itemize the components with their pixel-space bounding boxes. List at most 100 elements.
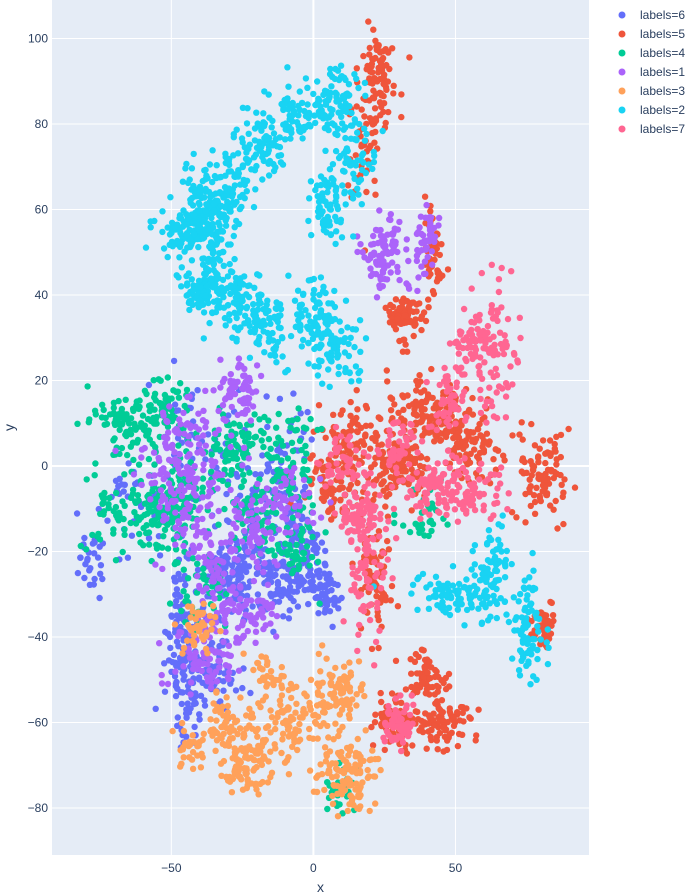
data-point <box>254 660 262 667</box>
data-point <box>365 18 372 25</box>
data-point <box>414 402 421 409</box>
data-point <box>151 479 159 486</box>
data-point <box>174 435 182 442</box>
data-point <box>222 451 229 458</box>
data-point <box>172 680 180 687</box>
data-point <box>252 388 260 395</box>
data-point <box>369 747 376 754</box>
data-point <box>412 443 419 450</box>
data-point <box>333 773 340 780</box>
data-point <box>167 644 174 652</box>
data-point <box>408 670 415 677</box>
data-point <box>285 83 292 90</box>
data-point <box>236 205 244 213</box>
data-point <box>83 476 90 483</box>
data-point <box>354 185 361 192</box>
data-point <box>355 84 362 92</box>
data-point <box>238 483 245 490</box>
data-point <box>138 420 145 427</box>
data-point <box>313 182 321 189</box>
data-point <box>362 727 369 734</box>
data-point <box>246 469 253 476</box>
data-point <box>208 451 215 458</box>
data-point <box>278 334 286 341</box>
data-point <box>369 129 376 137</box>
data-point <box>326 769 333 776</box>
data-point <box>309 735 317 742</box>
data-point <box>155 533 163 540</box>
data-point <box>535 453 542 460</box>
data-point <box>234 473 241 480</box>
data-point <box>492 466 500 473</box>
data-point <box>539 488 546 495</box>
data-point <box>372 90 380 98</box>
data-point <box>360 159 367 166</box>
data-point <box>314 372 322 379</box>
data-point <box>243 597 250 604</box>
data-point <box>156 640 163 647</box>
data-point <box>386 319 394 326</box>
data-point <box>184 603 192 610</box>
data-point <box>361 137 369 144</box>
data-point <box>341 349 349 356</box>
data-point <box>241 273 248 280</box>
data-point <box>204 226 212 233</box>
data-point <box>77 554 84 561</box>
data-point <box>316 594 323 601</box>
data-point <box>211 595 218 602</box>
data-point <box>287 332 295 340</box>
data-point <box>571 484 579 491</box>
data-point <box>227 652 234 659</box>
data-point <box>74 569 82 577</box>
data-point <box>195 426 203 433</box>
data-point <box>377 689 384 697</box>
data-point <box>121 471 128 478</box>
data-point <box>353 387 360 394</box>
data-point <box>179 746 187 753</box>
data-point <box>265 417 272 424</box>
data-point <box>164 680 172 688</box>
data-point <box>406 54 413 61</box>
data-point <box>458 422 465 429</box>
data-point <box>403 280 410 287</box>
data-point <box>332 147 340 155</box>
data-point <box>347 122 355 129</box>
data-point <box>391 511 398 518</box>
data-point <box>544 466 552 473</box>
data-point <box>331 689 338 697</box>
data-point <box>317 307 325 314</box>
data-point <box>456 717 463 724</box>
data-point <box>302 307 309 314</box>
data-point <box>251 765 258 772</box>
data-point <box>180 754 187 761</box>
data-point <box>265 453 273 460</box>
data-point <box>558 481 565 488</box>
data-point <box>95 530 102 538</box>
data-point <box>438 697 446 704</box>
data-point <box>255 700 262 707</box>
data-point <box>205 299 212 307</box>
data-point <box>252 639 259 646</box>
data-point <box>395 409 402 416</box>
data-point <box>260 429 267 437</box>
data-point <box>352 326 360 333</box>
data-point <box>268 769 276 776</box>
data-point <box>175 458 182 465</box>
data-point <box>386 65 393 73</box>
data-point <box>315 363 322 370</box>
data-point <box>240 650 247 657</box>
data-point <box>425 720 432 727</box>
data-point <box>243 291 250 298</box>
data-point <box>233 455 241 462</box>
data-point <box>210 728 217 736</box>
data-point <box>296 304 303 312</box>
data-point <box>332 240 339 248</box>
data-point <box>410 332 417 340</box>
data-point <box>199 255 206 262</box>
data-point <box>265 601 272 609</box>
data-point <box>162 496 169 503</box>
data-point <box>202 292 209 299</box>
data-point <box>182 710 190 717</box>
y-tick-label: 100 <box>28 31 48 45</box>
data-point <box>113 489 120 497</box>
